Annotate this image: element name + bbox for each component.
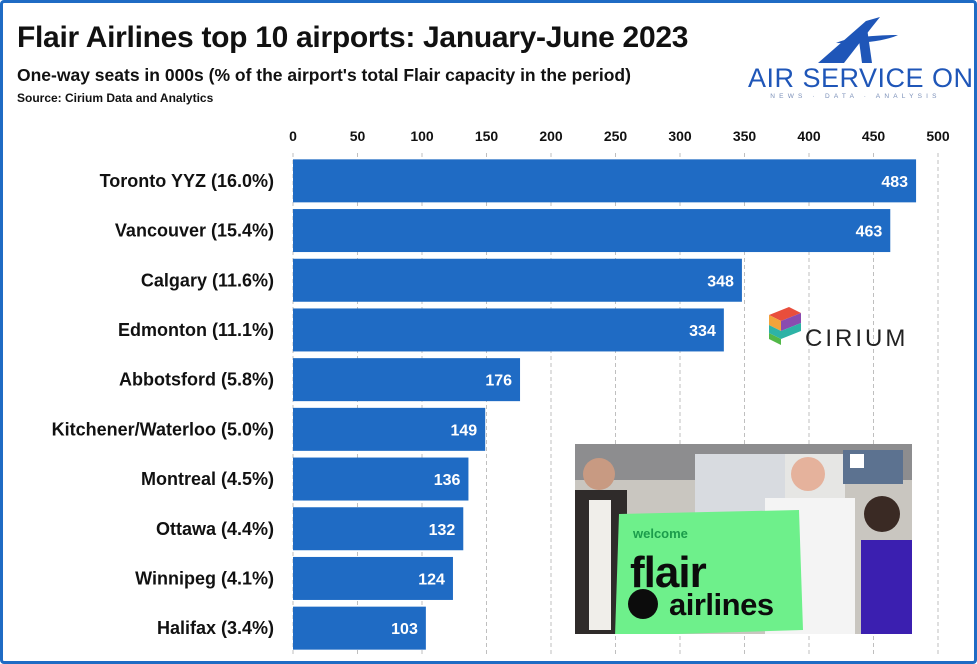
bar-chart: 0 50 100 150 200 250 300 350 400 450 500 Toronto Y…: [52, 128, 950, 654]
chart-source: Source: Cirium Data and Analytics: [17, 91, 214, 105]
category-label: Vancouver (15.4%): [115, 221, 274, 241]
value-label: 334: [689, 323, 716, 340]
cirium-logo: CIRIUM: [767, 305, 927, 352]
bar: [293, 556, 453, 600]
bar: [293, 457, 469, 501]
air-service-one-logo: AIR SERVICE ONE NEWS · DATA · ANALYSIS: [748, 13, 977, 103]
value-labels: 483 463 348 334 176 149 136 132 124 103: [391, 174, 908, 638]
bar: [293, 358, 521, 402]
air-service-one-wordmark: AIR SERVICE ONE: [748, 63, 977, 93]
sign-flair-text: flair: [630, 548, 707, 597]
x-tick-label: 450: [862, 128, 886, 144]
category-label: Kitchener/Waterloo (5.0%): [52, 419, 274, 439]
air-service-one-plane-icon: [818, 17, 898, 63]
bar: [293, 308, 724, 352]
bar: [293, 407, 486, 451]
air-service-one-tagline: NEWS · DATA · ANALYSIS: [770, 93, 941, 100]
value-label: 124: [418, 571, 445, 588]
category-label: Halifax (3.4%): [157, 618, 274, 638]
x-tick-label: 0: [289, 128, 297, 144]
value-label: 463: [856, 224, 883, 241]
bars: [293, 159, 917, 650]
bar: [293, 507, 464, 551]
value-label: 176: [485, 373, 512, 390]
value-label: 348: [707, 273, 734, 290]
x-tick-label: 500: [926, 128, 950, 144]
x-tick-label: 100: [410, 128, 434, 144]
category-label: Winnipeg (4.1%): [135, 568, 274, 588]
category-label: Toronto YYZ (16.0%): [100, 171, 274, 191]
value-label: 149: [451, 422, 478, 439]
bar: [293, 159, 917, 203]
x-tick-label: 350: [733, 128, 757, 144]
value-label: 483: [881, 174, 908, 191]
x-tick-label: 50: [350, 128, 366, 144]
category-labels: Toronto YYZ (16.0%) Vancouver (15.4%) Calg…: [52, 171, 274, 638]
chart-title: Flair Airlines top 10 airports: January-…: [17, 21, 689, 54]
flair-sign-board: [615, 510, 803, 634]
cirium-wordmark: CIRIUM: [805, 325, 909, 352]
x-tick-label: 300: [668, 128, 692, 144]
cirium-mark-icon: [769, 307, 801, 345]
category-label: Edmonton (11.1%): [118, 320, 274, 340]
bar: [293, 209, 891, 253]
value-label: 136: [434, 472, 461, 489]
bar: [293, 258, 742, 302]
x-axis-ticks: 0 50 100 150 200 250 300 350 400 450 500: [289, 128, 950, 144]
flair-dot-icon: [628, 589, 658, 619]
category-label: Montreal (4.5%): [141, 469, 274, 489]
x-tick-label: 250: [604, 128, 628, 144]
value-label: 132: [429, 522, 456, 539]
chart-subtitle: One-way seats in 000s (% of the airport'…: [17, 65, 631, 85]
category-label: Abbotsford (5.8%): [119, 370, 274, 390]
x-tick-label: 400: [797, 128, 821, 144]
value-label: 103: [391, 621, 418, 638]
category-label: Ottawa (4.4%): [156, 519, 274, 539]
x-tick-label: 150: [475, 128, 499, 144]
sign-airlines-text: airlines: [669, 587, 774, 622]
x-tick-label: 200: [539, 128, 563, 144]
bar: [293, 606, 426, 650]
sign-welcome-text: welcome: [633, 526, 688, 541]
category-label: Calgary (11.6%): [141, 270, 274, 290]
flair-welcome-photo: welcome flair airlines: [575, 444, 912, 634]
